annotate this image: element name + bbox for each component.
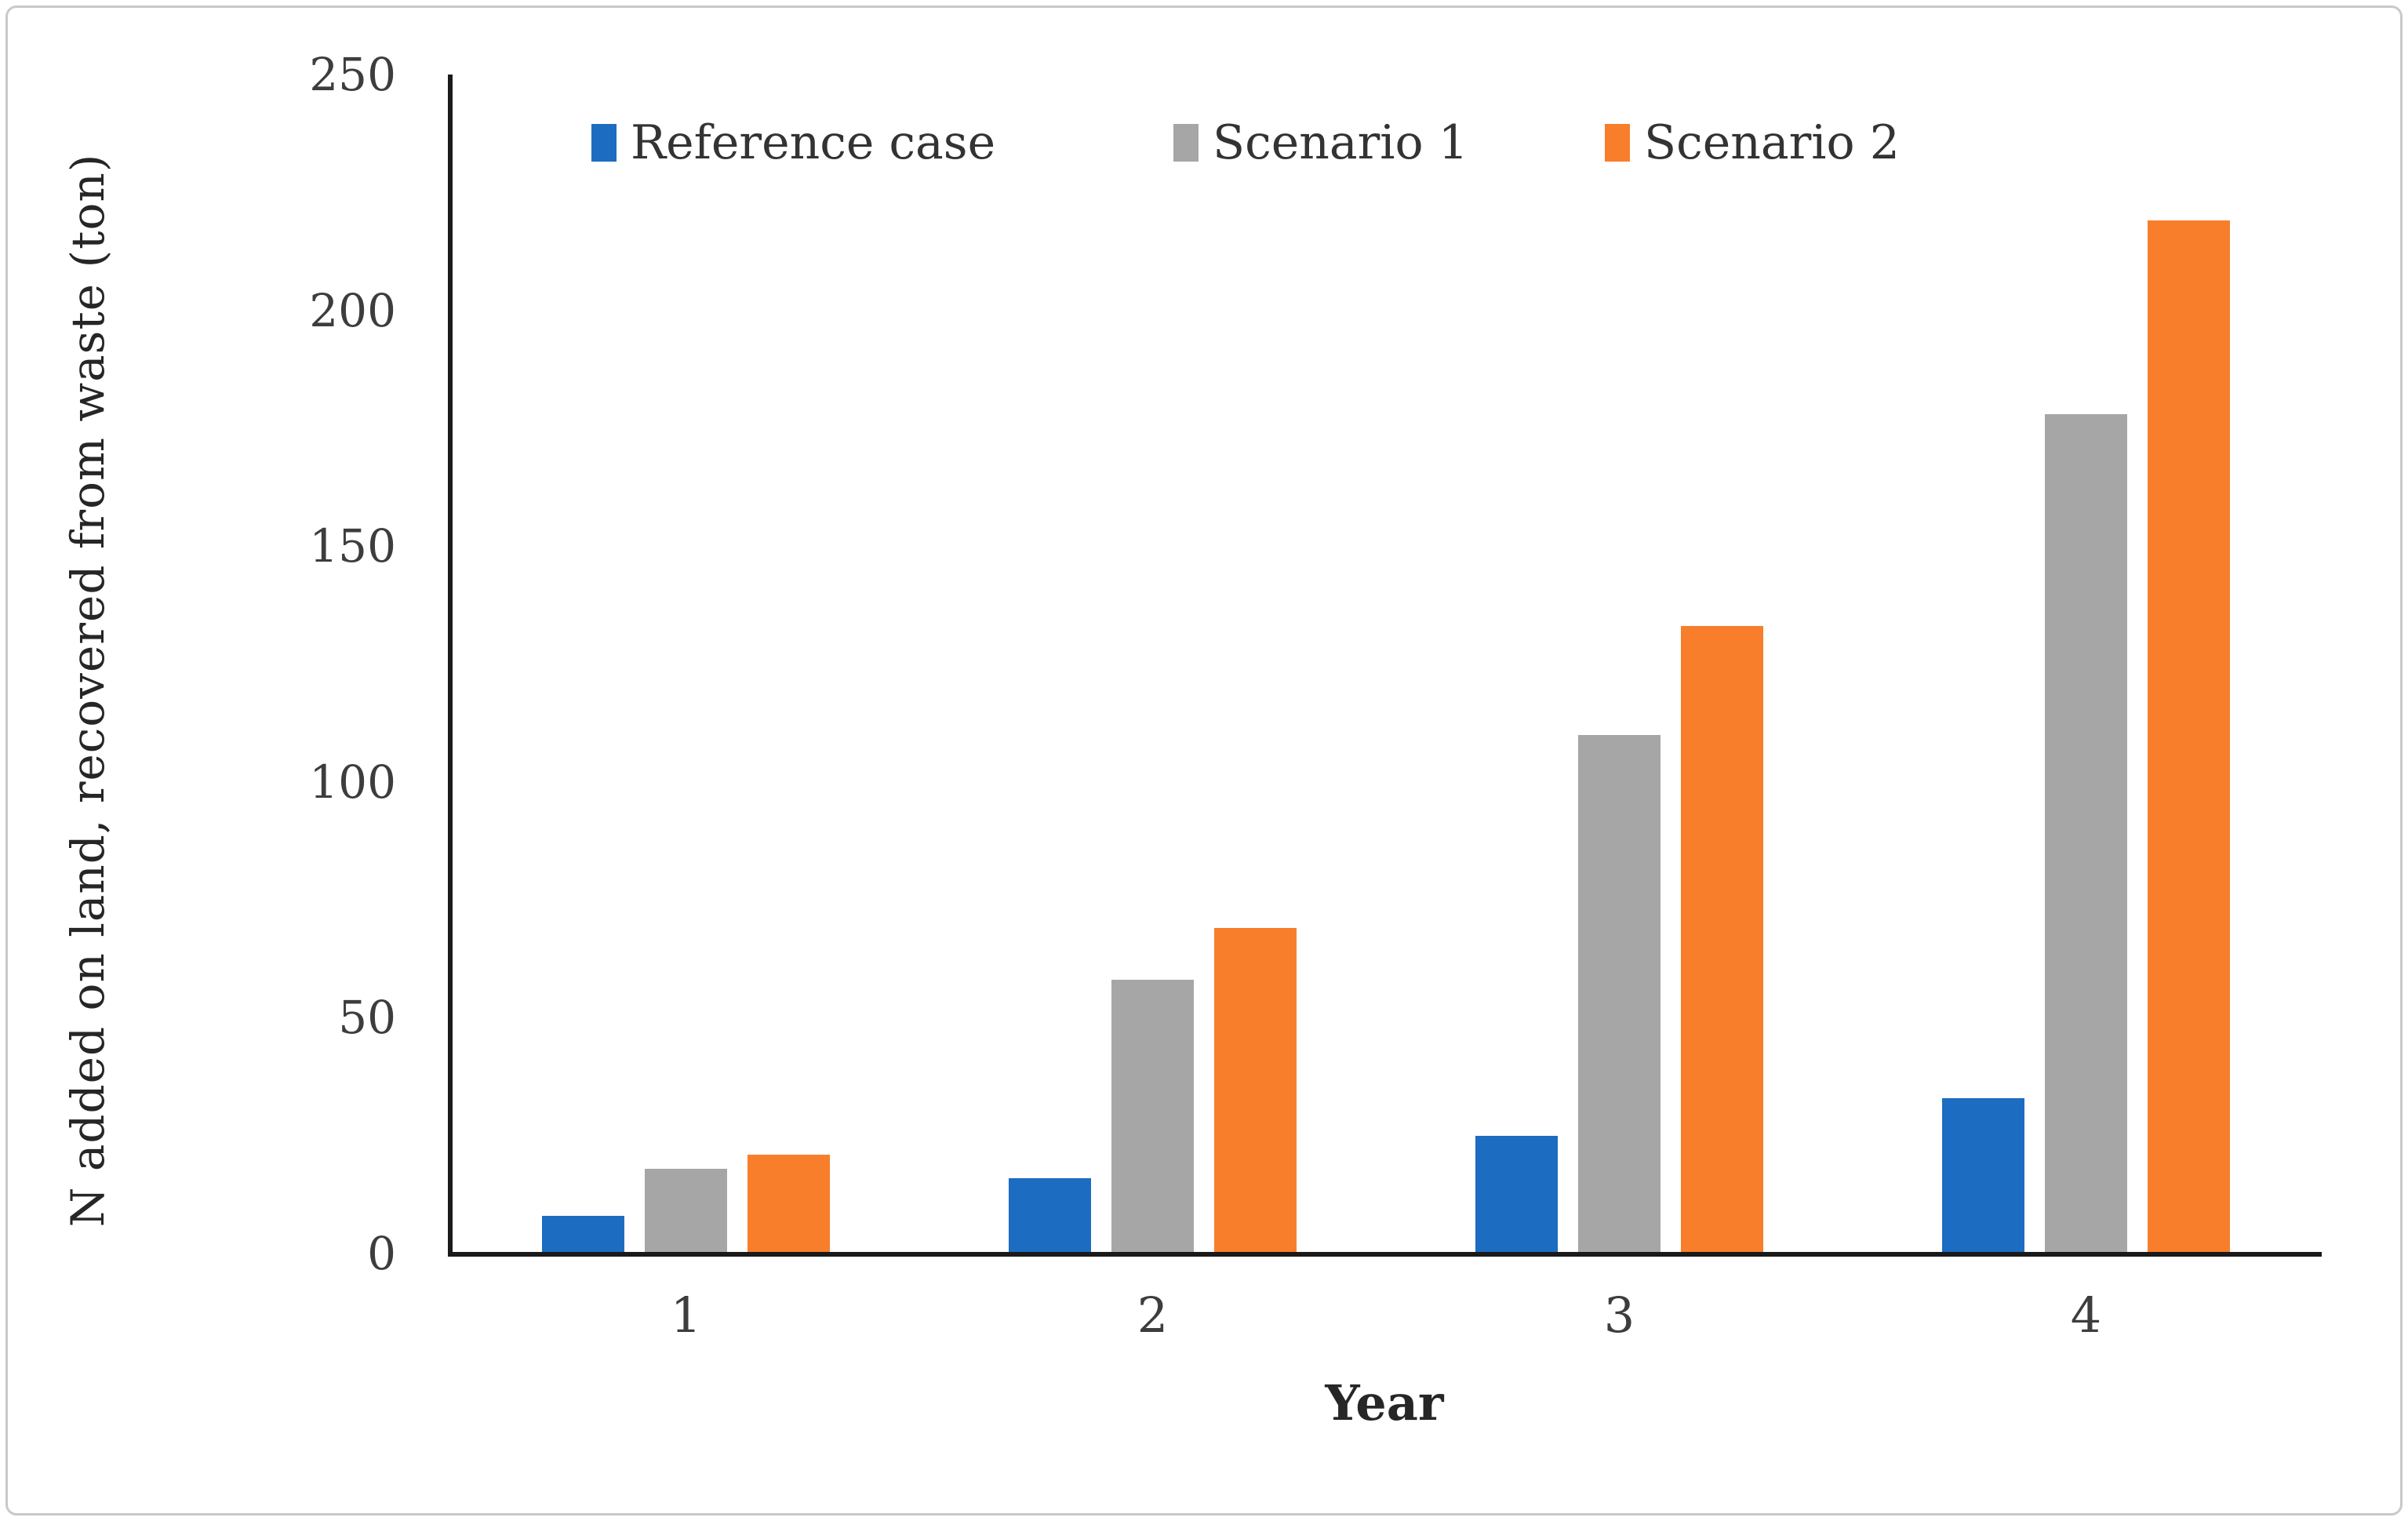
y-tick-label-250: 250: [309, 48, 396, 101]
legend-swatch-scenario-2: [1605, 124, 1630, 162]
legend-item-scenario-1: Scenario 1: [1173, 115, 1468, 170]
bar-scenario-2-year-1: [747, 1154, 830, 1254]
x-tick-label-3: 3: [1603, 1286, 1635, 1344]
bar-reference-case-year-4: [1942, 1097, 2024, 1254]
y-tick-label-50: 50: [338, 991, 396, 1045]
x-axis-title: Year: [1325, 1374, 1444, 1432]
bar-reference-case-year-2: [1009, 1177, 1091, 1254]
bar-scenario-2-year-4: [2148, 220, 2230, 1254]
bar-scenario-2-year-2: [1214, 928, 1297, 1254]
x-tick-label-2: 2: [1137, 1286, 1169, 1344]
legend-label-reference-case: Reference case: [631, 115, 996, 170]
x-tick-label-1: 1: [670, 1286, 702, 1344]
legend-label-scenario-1: Scenario 1: [1213, 115, 1468, 170]
x-axis-line: [448, 1252, 2322, 1257]
y-tick-label-0: 0: [367, 1227, 396, 1280]
y-tick-label-200: 200: [309, 283, 396, 337]
y-axis-title: N added on land, recovered from waste (t…: [61, 153, 115, 1228]
y-axis-line: [448, 75, 453, 1257]
x-tick-label-4: 4: [2070, 1286, 2102, 1344]
legend-label-scenario-2: Scenario 2: [1644, 115, 1900, 170]
bar-scenario-1-year-3: [1578, 734, 1661, 1254]
legend-item-scenario-2: Scenario 2: [1605, 115, 1900, 170]
y-tick-label-100: 100: [309, 755, 396, 809]
bar-reference-case-year-3: [1475, 1135, 1558, 1254]
bar-scenario-1-year-1: [645, 1168, 727, 1254]
bar-scenario-1-year-4: [2045, 413, 2127, 1254]
legend-swatch-scenario-1: [1173, 124, 1199, 162]
legend-swatch-reference-case: [591, 124, 617, 162]
bar-reference-case-year-1: [542, 1215, 624, 1254]
legend-item-reference-case: Reference case: [591, 115, 996, 170]
y-tick-label-150: 150: [309, 519, 396, 573]
bar-scenario-2-year-3: [1681, 626, 1763, 1254]
bar-scenario-1-year-2: [1111, 980, 1194, 1254]
